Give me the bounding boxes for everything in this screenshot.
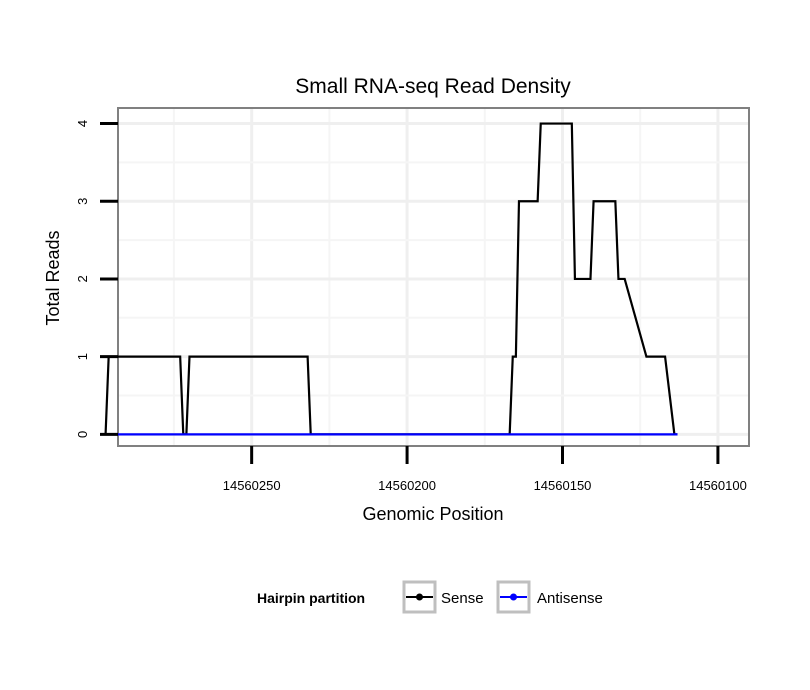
legend-label-sense: Sense bbox=[441, 590, 484, 607]
y-tick-label: 4 bbox=[75, 120, 90, 127]
plot-border bbox=[117, 107, 750, 447]
x-tick-label: 14560250 bbox=[223, 478, 281, 493]
y-tick-label: 2 bbox=[75, 275, 90, 282]
y-tick-label: 0 bbox=[75, 431, 90, 438]
y-tick-label: 3 bbox=[75, 198, 90, 205]
plot-panel bbox=[118, 108, 749, 446]
x-axis: 14560250 14560200 14560150 14560100 bbox=[223, 446, 747, 493]
x-tick-label: 14560150 bbox=[534, 478, 592, 493]
series-layer bbox=[104, 122, 678, 436]
y-axis-label: Total Reads bbox=[43, 230, 63, 325]
legend-title: Hairpin partition bbox=[257, 590, 365, 606]
x-tick-label: 14560100 bbox=[689, 478, 747, 493]
legend-dot-sense bbox=[416, 593, 423, 601]
chart-title: Small RNA-seq Read Density bbox=[295, 75, 571, 98]
legend-item-sense: Sense bbox=[402, 580, 484, 614]
legend-dot-antisense bbox=[510, 593, 517, 601]
grid bbox=[118, 108, 749, 446]
x-tick-label: 14560200 bbox=[378, 478, 436, 493]
legend-label-antisense: Antisense bbox=[537, 590, 603, 607]
y-tick-label: 1 bbox=[75, 353, 90, 360]
y-axis: 0 1 2 3 4 bbox=[75, 120, 118, 438]
x-axis-label: Genomic Position bbox=[362, 504, 503, 524]
series-line-sense bbox=[104, 122, 678, 436]
legend: Hairpin partition Sense Antisense bbox=[257, 580, 603, 614]
legend-item-antisense: Antisense bbox=[496, 580, 603, 614]
